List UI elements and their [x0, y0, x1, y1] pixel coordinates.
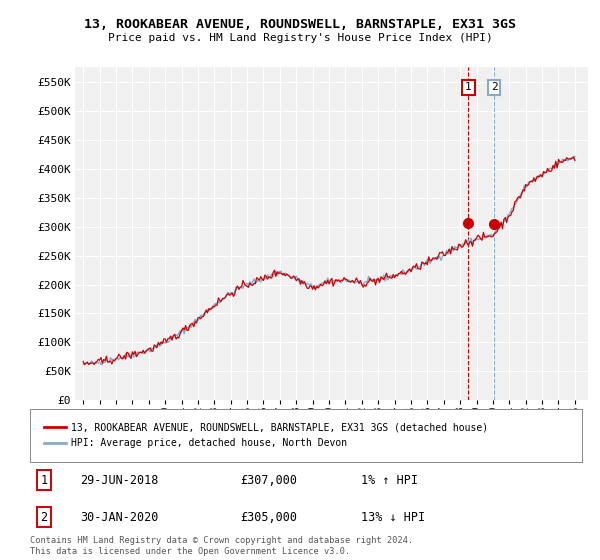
Text: Contains HM Land Registry data © Crown copyright and database right 2024.
This d: Contains HM Land Registry data © Crown c…	[30, 536, 413, 556]
Text: 1: 1	[40, 474, 47, 487]
Text: 13, ROOKABEAR AVENUE, ROUNDSWELL, BARNSTAPLE, EX31 3GS: 13, ROOKABEAR AVENUE, ROUNDSWELL, BARNST…	[84, 17, 516, 31]
Text: 1% ↑ HPI: 1% ↑ HPI	[361, 474, 418, 487]
Text: 2: 2	[40, 511, 47, 524]
Text: 1: 1	[465, 82, 472, 92]
Text: Price paid vs. HM Land Registry's House Price Index (HPI): Price paid vs. HM Land Registry's House …	[107, 33, 493, 43]
Text: 29-JUN-2018: 29-JUN-2018	[80, 474, 158, 487]
Text: £307,000: £307,000	[240, 474, 297, 487]
Text: 2: 2	[491, 82, 497, 92]
Text: £305,000: £305,000	[240, 511, 297, 524]
Text: 13% ↓ HPI: 13% ↓ HPI	[361, 511, 425, 524]
Text: 30-JAN-2020: 30-JAN-2020	[80, 511, 158, 524]
Legend: 13, ROOKABEAR AVENUE, ROUNDSWELL, BARNSTAPLE, EX31 3GS (detached house), HPI: Av: 13, ROOKABEAR AVENUE, ROUNDSWELL, BARNST…	[40, 418, 491, 452]
